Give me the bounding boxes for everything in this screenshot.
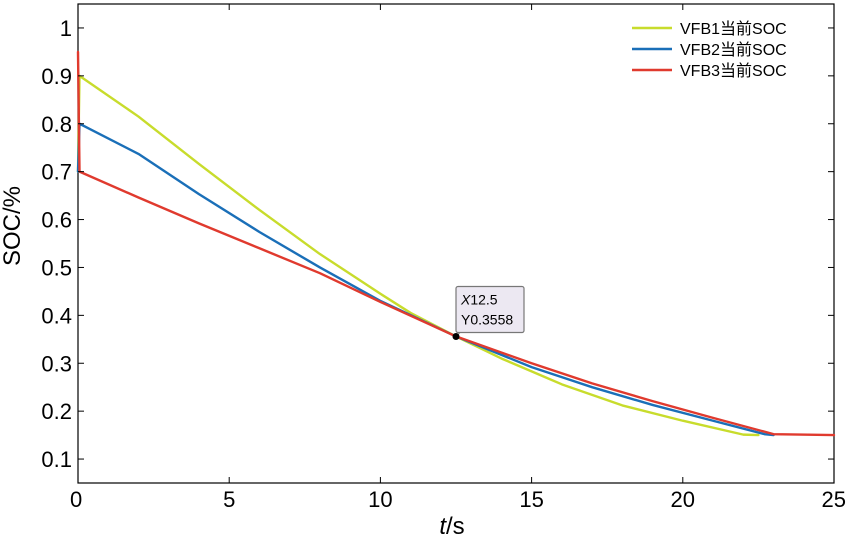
y-tick-label: 0.8 — [41, 112, 72, 137]
x-tick-label: 20 — [671, 487, 695, 512]
y-tick-label: 0.9 — [41, 64, 72, 89]
y-axis-label: SOC/% — [0, 186, 26, 266]
x-tick-label: 5 — [223, 487, 235, 512]
y-tick-label: 0.6 — [41, 208, 72, 233]
legend: VFB1当前SOC VFB2当前SOC VFB3当前SOC — [632, 20, 787, 80]
y-tick-label: 1 — [60, 16, 72, 41]
datatip-y-text: 0.3558 — [470, 312, 513, 328]
datatip-box — [455, 285, 525, 334]
plot-area: 0.1 0.2 0.3 0.4 0.5 0.6 0.7 0.8 0.9 1 0 5 10 15 20 25 — [41, 3, 846, 512]
x-tick-label: 15 — [519, 487, 543, 512]
legend-label-vfb2: VFB2当前SOC — [680, 41, 787, 59]
datatip-y-value: Y0.3558 — [461, 312, 513, 328]
plot-frame — [77, 3, 835, 484]
y-tick-label: 0.5 — [41, 255, 72, 280]
legend-label-vfb3: VFB3当前SOC — [680, 62, 787, 80]
datatip-y-prefix: Y — [461, 312, 471, 328]
x-axis-ticks: 0 5 10 15 20 25 — [70, 4, 846, 512]
legend-label-vfb1: VFB1当前SOC — [680, 20, 787, 38]
y-tick-label: 0.3 — [41, 351, 72, 376]
datatip-marker[interactable] — [452, 333, 460, 341]
x-axis-label-unit: /s — [446, 513, 465, 540]
series-layer — [76, 50, 836, 437]
datatip-x-value: X12.5 — [460, 292, 498, 308]
x-tick-label: 10 — [368, 487, 392, 512]
y-axis-ticks: 0.1 0.2 0.3 0.4 0.5 0.6 0.7 0.8 0.9 1 — [41, 16, 834, 472]
x-tick-label: 0 — [70, 487, 82, 512]
y-tick-label: 0.2 — [41, 399, 72, 424]
x-axis-label-variable: t — [439, 513, 447, 540]
y-tick-label: 0.4 — [41, 303, 72, 328]
y-tick-label: 0.7 — [41, 160, 72, 185]
datatip: X12.5 Y0.3558 — [452, 285, 525, 341]
x-axis-label: t/s — [439, 513, 464, 540]
y-tick-label: 0.1 — [41, 447, 72, 472]
datatip-x-text: 12.5 — [470, 292, 497, 308]
x-tick-label: 25 — [822, 487, 846, 512]
series-line-vfb3 — [76, 50, 836, 437]
datatip-x-prefix: X — [460, 292, 471, 308]
